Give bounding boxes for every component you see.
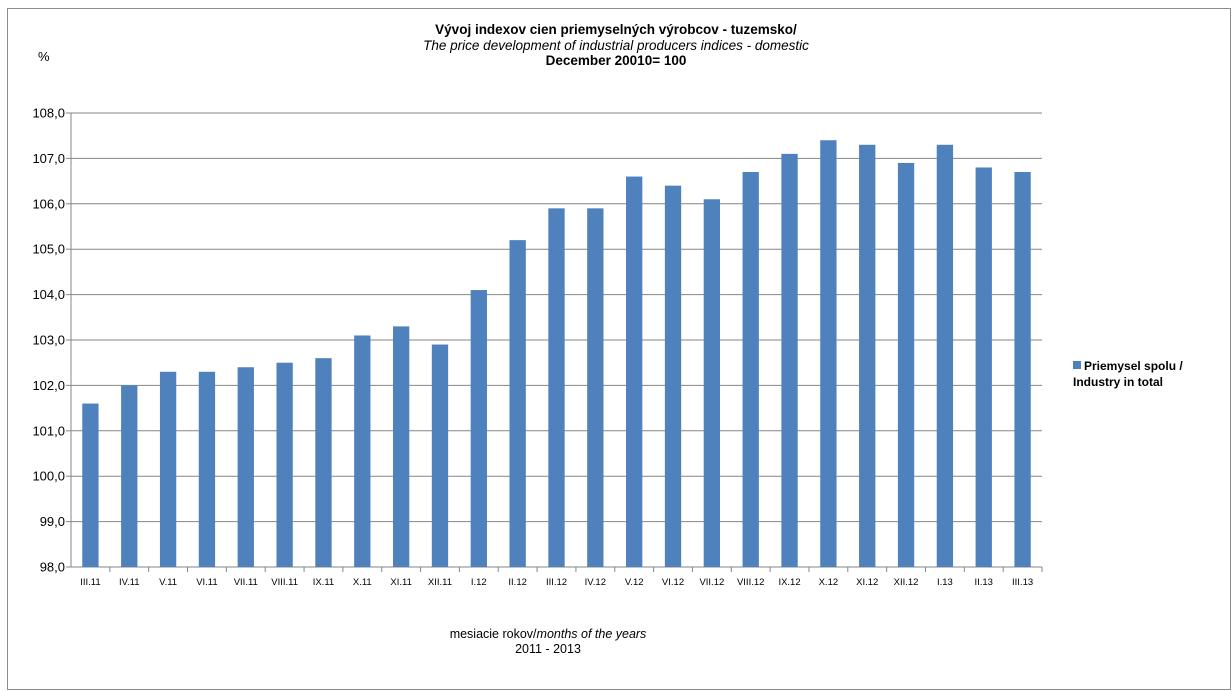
chart-subtitle: The price development of industrial prod… bbox=[423, 38, 809, 53]
bar bbox=[936, 144, 954, 567]
x-axis-label: mesiacie rokov/months of the years bbox=[0, 627, 1096, 641]
bar bbox=[1014, 172, 1031, 567]
x-tick-label: IV.12 bbox=[585, 577, 606, 588]
legend-label-line1: Priemysel spolu / bbox=[1084, 359, 1183, 373]
bar bbox=[82, 403, 99, 567]
y-tick-label: 106,0 bbox=[32, 196, 65, 211]
x-tick-label: XII.11 bbox=[428, 577, 452, 588]
y-tick-label: 100,0 bbox=[32, 469, 65, 484]
y-tick-label: 105,0 bbox=[32, 242, 65, 257]
x-tick-label: I.13 bbox=[937, 577, 953, 588]
bar bbox=[587, 208, 604, 567]
bar bbox=[897, 162, 915, 567]
bar bbox=[276, 362, 293, 567]
bar bbox=[703, 199, 721, 567]
x-tick-label: III.11 bbox=[80, 577, 100, 588]
bar bbox=[315, 358, 332, 567]
bar bbox=[781, 153, 798, 568]
legend: Priemysel spolu / Industry in total bbox=[1073, 358, 1183, 390]
x-tick-label: XII.12 bbox=[894, 577, 919, 588]
x-tick-label: VII.11 bbox=[234, 577, 258, 588]
x-axis-label-years: 2011 - 2013 bbox=[515, 642, 581, 656]
x-tick-label: III.13 bbox=[1012, 577, 1033, 588]
bar bbox=[431, 344, 449, 567]
bar bbox=[509, 240, 526, 567]
bar bbox=[354, 335, 371, 567]
y-tick-label: 107,0 bbox=[32, 151, 65, 166]
x-tick-label: VI.12 bbox=[662, 577, 684, 588]
x-tick-label: VIII.12 bbox=[737, 577, 764, 588]
bar bbox=[626, 176, 643, 567]
bar bbox=[820, 140, 837, 568]
x-tick-label: XI.11 bbox=[390, 577, 411, 588]
bar bbox=[392, 326, 410, 567]
x-tick-label: III.12 bbox=[546, 577, 567, 588]
bar bbox=[742, 172, 759, 567]
y-tick-label: 108,0 bbox=[32, 106, 65, 121]
x-tick-label: V.12 bbox=[625, 577, 644, 588]
bar bbox=[975, 167, 992, 568]
y-tick-label: 103,0 bbox=[32, 333, 65, 348]
x-tick-label: VI.11 bbox=[196, 577, 217, 588]
x-tick-label: V.11 bbox=[159, 577, 177, 588]
x-tick-label: X.11 bbox=[353, 577, 372, 588]
y-tick-label: 104,0 bbox=[32, 287, 65, 302]
y-tick-label: 102,0 bbox=[32, 378, 65, 393]
x-tick-label: VIII.11 bbox=[271, 577, 298, 588]
bar bbox=[198, 371, 216, 567]
bar bbox=[121, 385, 138, 567]
x-axis-label-italic: months of the years bbox=[536, 627, 647, 641]
y-axis-label: % bbox=[38, 49, 50, 64]
legend-label-line2: Industry in total bbox=[1073, 375, 1163, 389]
x-tick-label: X.12 bbox=[819, 577, 839, 588]
bar bbox=[159, 371, 177, 567]
x-tick-label: II.12 bbox=[508, 577, 527, 588]
bar bbox=[237, 367, 254, 567]
x-tick-label: IX.11 bbox=[313, 577, 334, 588]
x-axis-label-normal: mesiacie rokov/ bbox=[449, 627, 537, 641]
x-tick-label: IX.12 bbox=[778, 577, 800, 588]
legend-swatch bbox=[1073, 361, 1081, 369]
x-tick-label: II.13 bbox=[974, 577, 993, 588]
bar bbox=[548, 208, 565, 567]
bar bbox=[859, 144, 876, 567]
bar bbox=[470, 290, 487, 567]
x-tick-label: VII.12 bbox=[699, 577, 724, 588]
chart-title: Vývoj indexov cien priemyselných výrobco… bbox=[435, 22, 797, 37]
x-tick-label: I.12 bbox=[471, 577, 487, 588]
y-tick-label: 99,0 bbox=[40, 514, 65, 529]
legend-entry: Priemysel spolu / bbox=[1073, 358, 1183, 374]
x-tick-label: XI.12 bbox=[856, 577, 878, 588]
y-tick-label: 101,0 bbox=[32, 423, 65, 438]
bar bbox=[664, 185, 682, 567]
chart-subtitle-base: December 20010= 100 bbox=[545, 53, 687, 68]
x-tick-label: IV.11 bbox=[119, 577, 140, 588]
y-tick-label: 98,0 bbox=[40, 560, 65, 575]
